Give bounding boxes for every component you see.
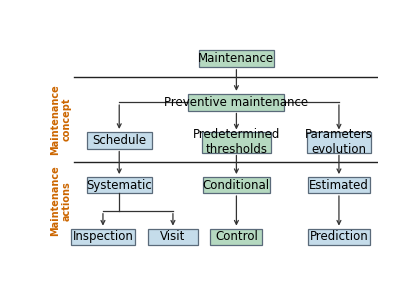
Text: Inspection: Inspection xyxy=(73,230,134,243)
Text: Schedule: Schedule xyxy=(92,134,146,147)
Text: Prediction: Prediction xyxy=(310,230,368,243)
FancyBboxPatch shape xyxy=(87,132,152,149)
FancyBboxPatch shape xyxy=(203,177,270,193)
Text: Parameters
evolution: Parameters evolution xyxy=(305,128,373,157)
FancyBboxPatch shape xyxy=(308,228,370,245)
Text: Maintenance: Maintenance xyxy=(198,52,275,65)
FancyBboxPatch shape xyxy=(148,228,198,245)
Text: Visit: Visit xyxy=(160,230,186,243)
Text: Conditional: Conditional xyxy=(203,179,270,191)
FancyBboxPatch shape xyxy=(308,177,370,193)
FancyBboxPatch shape xyxy=(307,132,371,152)
Text: Maintenance
actions: Maintenance actions xyxy=(50,165,71,236)
Text: Preventive maintenance: Preventive maintenance xyxy=(164,96,308,109)
Text: Predetermined
thresholds: Predetermined thresholds xyxy=(193,128,280,157)
FancyBboxPatch shape xyxy=(189,94,284,111)
FancyBboxPatch shape xyxy=(210,228,262,245)
Text: Maintenance
concept: Maintenance concept xyxy=(50,84,71,155)
FancyBboxPatch shape xyxy=(71,228,135,245)
FancyBboxPatch shape xyxy=(87,177,152,193)
Text: Estimated: Estimated xyxy=(309,179,369,191)
Text: Control: Control xyxy=(215,230,258,243)
FancyBboxPatch shape xyxy=(202,132,270,152)
FancyBboxPatch shape xyxy=(199,50,274,67)
Text: Systematic: Systematic xyxy=(87,179,152,191)
